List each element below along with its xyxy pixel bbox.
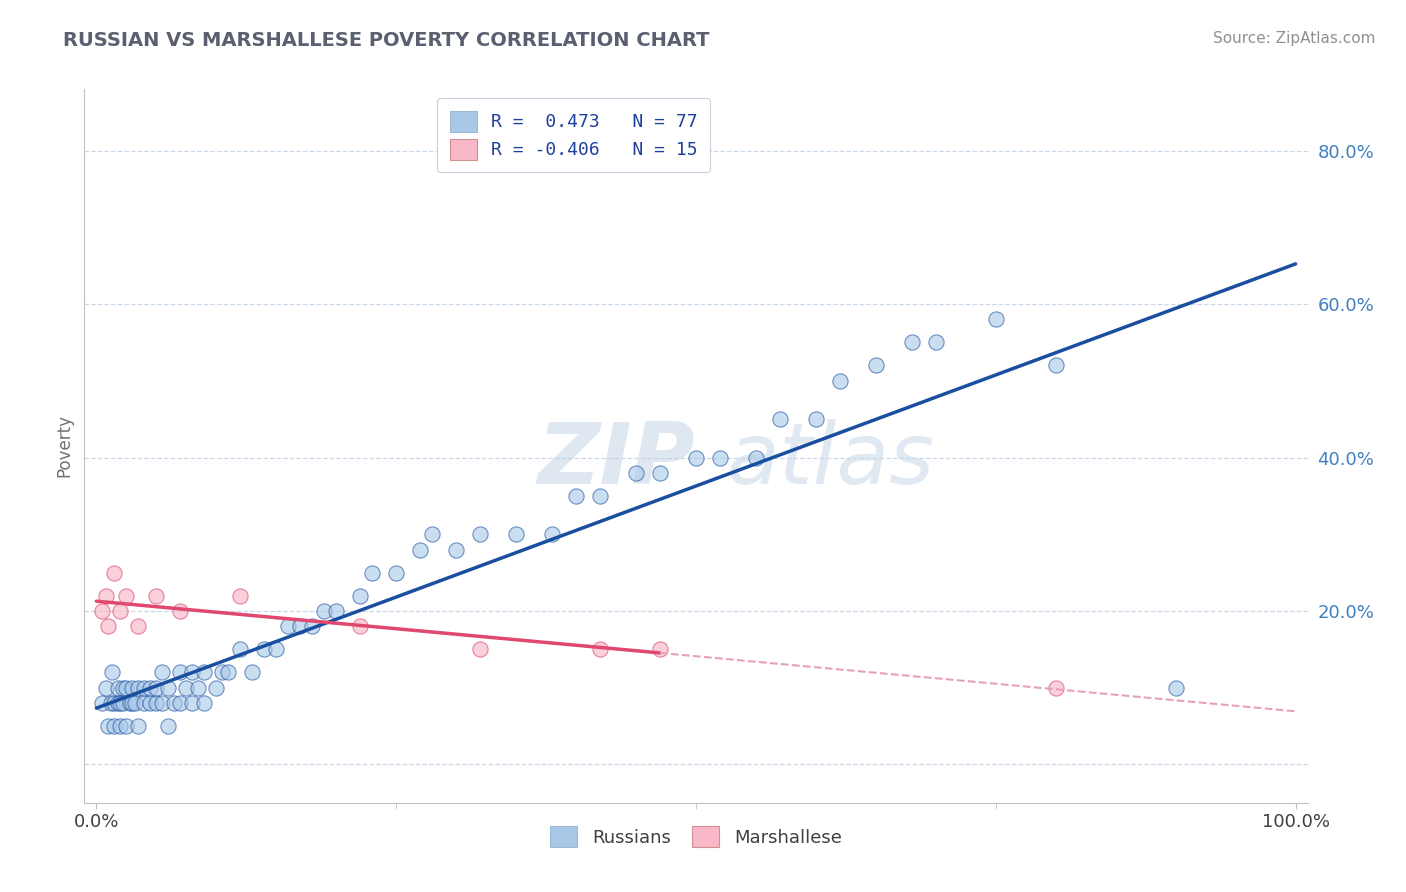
- Point: [444, 542, 467, 557]
- Point: [181, 665, 204, 680]
- Point: [103, 719, 125, 733]
- Point: [139, 696, 162, 710]
- Point: [94, 681, 117, 695]
- Point: [804, 412, 827, 426]
- Point: [211, 665, 233, 680]
- Point: [361, 566, 384, 580]
- Point: [769, 412, 792, 426]
- Point: [110, 604, 132, 618]
- Point: [121, 681, 143, 695]
- Point: [121, 696, 143, 710]
- Point: [565, 489, 588, 503]
- Point: [127, 681, 149, 695]
- Point: [169, 604, 191, 618]
- Point: [103, 696, 125, 710]
- Point: [139, 681, 162, 695]
- Point: [110, 696, 132, 710]
- Point: [314, 604, 336, 618]
- Point: [385, 566, 408, 580]
- Point: [110, 719, 132, 733]
- Point: [181, 696, 204, 710]
- Point: [97, 719, 120, 733]
- Point: [505, 527, 527, 541]
- Point: [468, 642, 491, 657]
- Point: [468, 527, 491, 541]
- Point: [94, 589, 117, 603]
- Point: [145, 589, 167, 603]
- Point: [163, 696, 186, 710]
- Point: [145, 696, 167, 710]
- Point: [174, 681, 197, 695]
- Point: [134, 696, 156, 710]
- Point: [118, 696, 141, 710]
- Point: [925, 335, 948, 350]
- Point: [115, 719, 138, 733]
- Point: [115, 681, 138, 695]
- Point: [103, 566, 125, 580]
- Text: RUSSIAN VS MARSHALLESE POVERTY CORRELATION CHART: RUSSIAN VS MARSHALLESE POVERTY CORRELATI…: [63, 31, 710, 50]
- Text: Source: ZipAtlas.com: Source: ZipAtlas.com: [1212, 31, 1375, 46]
- Point: [169, 665, 191, 680]
- Point: [277, 619, 299, 633]
- Text: ZIP: ZIP: [537, 418, 695, 502]
- Point: [134, 681, 156, 695]
- Point: [150, 665, 173, 680]
- Point: [100, 696, 122, 710]
- Point: [229, 642, 252, 657]
- Point: [115, 589, 138, 603]
- Y-axis label: Poverty: Poverty: [55, 415, 73, 477]
- Point: [420, 527, 443, 541]
- Point: [648, 466, 671, 480]
- Point: [193, 696, 215, 710]
- Point: [589, 642, 612, 657]
- Point: [648, 642, 671, 657]
- Point: [240, 665, 263, 680]
- Point: [685, 450, 707, 465]
- Point: [145, 681, 167, 695]
- Point: [91, 696, 114, 710]
- Point: [828, 374, 851, 388]
- Point: [349, 589, 371, 603]
- Point: [127, 619, 149, 633]
- Point: [107, 696, 129, 710]
- Point: [409, 542, 432, 557]
- Point: [217, 665, 239, 680]
- Point: [97, 619, 120, 633]
- Point: [107, 681, 129, 695]
- Point: [157, 719, 180, 733]
- Point: [1164, 681, 1187, 695]
- Point: [169, 696, 191, 710]
- Point: [624, 466, 647, 480]
- Point: [111, 696, 134, 710]
- Point: [124, 696, 146, 710]
- Point: [91, 604, 114, 618]
- Point: [901, 335, 924, 350]
- Legend: Russians, Marshallese: Russians, Marshallese: [540, 815, 852, 858]
- Point: [264, 642, 287, 657]
- Point: [290, 619, 312, 633]
- Point: [101, 665, 124, 680]
- Point: [349, 619, 371, 633]
- Point: [157, 681, 180, 695]
- Point: [984, 312, 1007, 326]
- Point: [150, 696, 173, 710]
- Point: [127, 719, 149, 733]
- Point: [205, 681, 228, 695]
- Point: [1045, 681, 1067, 695]
- Text: atlas: atlas: [727, 418, 935, 502]
- Point: [193, 665, 215, 680]
- Point: [301, 619, 323, 633]
- Point: [111, 681, 134, 695]
- Point: [589, 489, 612, 503]
- Point: [709, 450, 731, 465]
- Point: [865, 359, 887, 373]
- Point: [541, 527, 564, 541]
- Point: [325, 604, 347, 618]
- Point: [1045, 359, 1067, 373]
- Point: [745, 450, 768, 465]
- Point: [253, 642, 276, 657]
- Point: [187, 681, 209, 695]
- Point: [229, 589, 252, 603]
